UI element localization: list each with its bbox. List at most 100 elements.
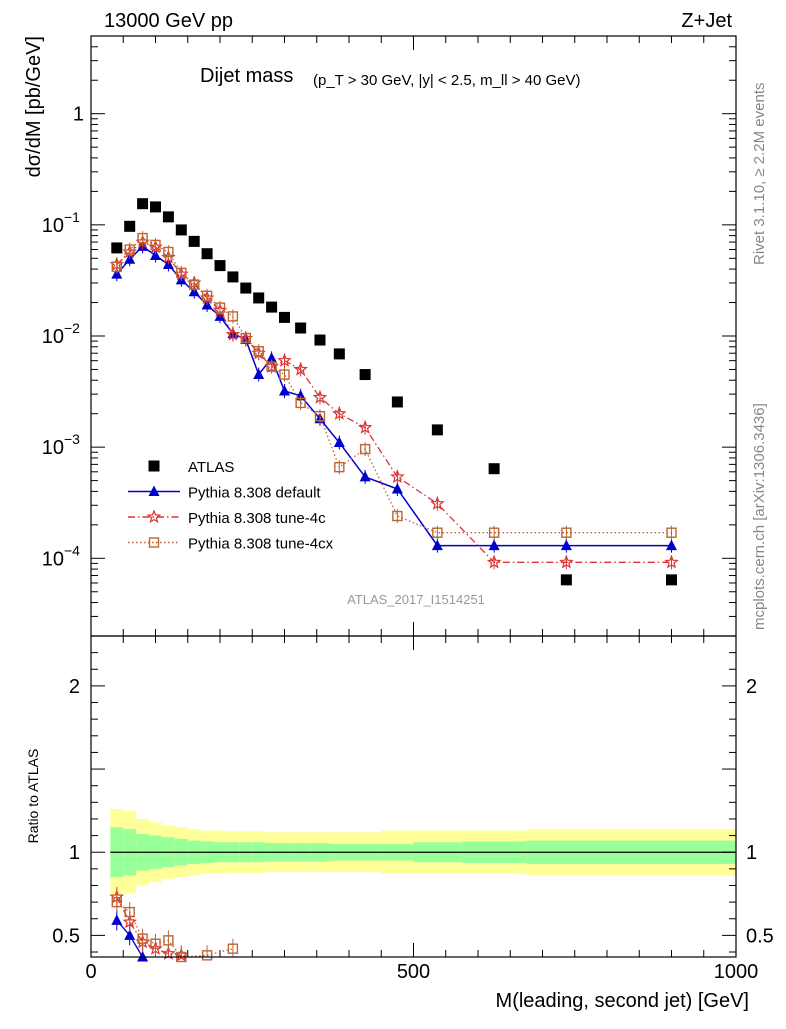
legend-label: Pythia 8.308 tune-4c xyxy=(188,510,326,527)
data-point xyxy=(488,539,500,551)
data-point xyxy=(214,260,226,272)
data-point xyxy=(666,574,677,586)
source-label: mcplots.cern.ch [arXiv:1306.3436] xyxy=(751,403,768,630)
data-point xyxy=(253,292,265,304)
data-point xyxy=(240,332,252,344)
data-point xyxy=(188,235,200,247)
legend-marker xyxy=(148,460,160,472)
y-tick-label: 10 xyxy=(42,548,64,570)
ratio-line xyxy=(116,896,182,956)
data-point xyxy=(560,574,572,586)
data-point xyxy=(227,271,239,283)
data-point xyxy=(253,345,264,357)
data-point xyxy=(666,539,677,551)
legend-marker xyxy=(146,509,162,524)
data-point xyxy=(334,462,345,473)
data-point xyxy=(253,368,265,380)
y-tick-exponent: −2 xyxy=(64,320,80,336)
plot-title: Dijet mass xyxy=(200,65,293,87)
x-tick-label: 1000 xyxy=(714,961,759,983)
ratio-point xyxy=(150,938,161,949)
y-tick-exponent: −4 xyxy=(64,542,80,558)
data-point xyxy=(295,389,307,401)
ratio-y-tick-label: 0.5 xyxy=(52,925,80,947)
legend: ATLAS Pythia 8.308 default Pythia 8.308 tu… xyxy=(128,459,334,553)
data-point xyxy=(279,369,290,380)
data-point xyxy=(188,279,200,290)
ratio-point xyxy=(111,896,123,908)
y-tick-exponent: −1 xyxy=(64,209,80,225)
plot-title-cuts: (p_T > 30 GeV, |y| < 2.5, m_ll > 40 GeV) xyxy=(313,72,581,89)
data-point xyxy=(137,232,148,244)
data-point xyxy=(391,483,403,494)
ratio-point xyxy=(137,933,148,944)
data-point xyxy=(150,249,161,260)
data-point xyxy=(111,261,123,272)
legend-label: Pythia 8.308 default xyxy=(188,485,321,502)
data-point xyxy=(162,211,174,223)
data-point xyxy=(295,322,307,334)
data-point xyxy=(333,436,345,448)
ratio-point xyxy=(124,906,135,918)
rivet-version-label: Rivet 3.1.10, ≥ 2.2M events xyxy=(751,83,768,266)
data-point xyxy=(488,527,500,538)
ratio-point xyxy=(163,935,174,946)
ratio-point xyxy=(137,951,149,962)
ratio-point xyxy=(124,929,136,940)
x-tick-label: 0 xyxy=(85,961,96,983)
data-point xyxy=(431,539,443,551)
ratio-point xyxy=(227,943,239,954)
data-point xyxy=(201,290,213,301)
ratio-point xyxy=(201,950,213,961)
data-point xyxy=(227,311,239,322)
y-tick-exponent: −3 xyxy=(64,431,80,447)
data-point xyxy=(163,246,174,258)
process-label: Z+Jet xyxy=(681,10,732,32)
data-point xyxy=(664,554,679,569)
data-point xyxy=(295,397,306,409)
data-point xyxy=(137,198,149,210)
data-point xyxy=(214,302,226,313)
data-point xyxy=(266,301,278,313)
y-axis-label: dσ/dM [pb/GeV] xyxy=(23,36,45,177)
data-point xyxy=(333,348,345,360)
y-tick-label: 10 xyxy=(42,215,64,237)
data-point xyxy=(124,220,136,232)
legend-marker xyxy=(148,485,160,496)
data-point xyxy=(266,352,278,363)
data-point xyxy=(111,242,123,254)
data-point xyxy=(359,470,371,482)
ratio-y-tick-label-right: 0.5 xyxy=(746,925,774,947)
data-point xyxy=(431,424,443,436)
data-point xyxy=(392,510,403,522)
data-point xyxy=(666,527,677,538)
data-point xyxy=(488,463,500,475)
data-point xyxy=(314,410,326,422)
data-point xyxy=(312,389,328,404)
ratio-y-tick-label-right: 1 xyxy=(746,842,757,864)
analysis-label: ATLAS_2017_I1514251 xyxy=(347,592,485,607)
data-point xyxy=(201,248,213,260)
ratio-point xyxy=(111,914,123,925)
data-point xyxy=(359,369,371,381)
y-tick-label: 10 xyxy=(42,437,64,459)
legend-label: Pythia 8.308 tune-4cx xyxy=(188,536,334,553)
data-point xyxy=(279,385,290,396)
ratio-point xyxy=(161,946,176,960)
data-point xyxy=(559,554,574,569)
data-point xyxy=(240,282,252,294)
data-point xyxy=(293,361,308,376)
y-tick-label: 1 xyxy=(73,104,84,126)
data-point xyxy=(176,267,187,279)
energy-label: 13000 GeV pp xyxy=(104,10,233,32)
data-point xyxy=(279,311,290,323)
ratio-y-tick-label-right: 2 xyxy=(746,676,757,698)
x-tick-label: 500 xyxy=(397,961,430,983)
data-point xyxy=(332,406,347,420)
data-point xyxy=(430,496,445,510)
data-point xyxy=(150,201,161,213)
data-point xyxy=(357,419,373,434)
data-point xyxy=(486,554,502,569)
x-axis-label: M(leading, second jet) [GeV] xyxy=(496,990,749,1012)
